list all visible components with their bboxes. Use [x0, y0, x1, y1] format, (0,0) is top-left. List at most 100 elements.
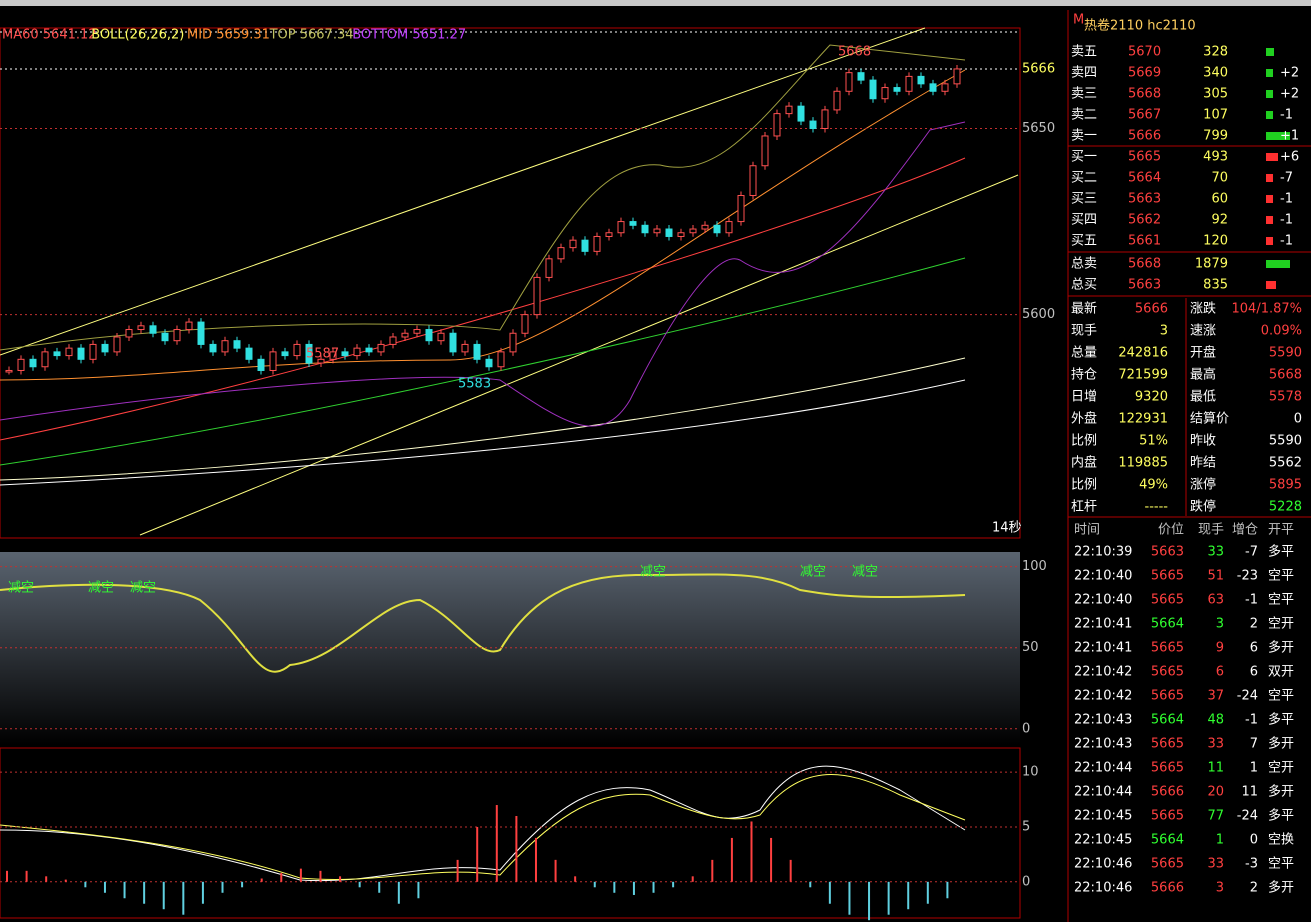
candle	[617, 221, 625, 234]
candle	[53, 351, 61, 357]
book-volume: 799	[1203, 129, 1228, 144]
hist-bar	[868, 881, 871, 921]
candle	[377, 343, 385, 353]
candle	[185, 321, 193, 331]
trade-header: 时间	[1074, 523, 1100, 538]
candle	[65, 347, 73, 357]
signal: 减空	[8, 581, 34, 596]
macd-tick: 0	[1022, 874, 1030, 889]
trade-cell: 0	[1250, 833, 1258, 848]
trade-cell: 22:10:45	[1074, 833, 1132, 848]
candle	[41, 351, 49, 368]
stat-value: 5228	[1269, 500, 1302, 515]
candle	[29, 358, 37, 368]
candle	[677, 232, 685, 237]
book-label: 买五	[1071, 234, 1097, 249]
candle	[401, 332, 409, 338]
hist-bar	[241, 881, 244, 888]
candle	[77, 347, 85, 360]
hist-bar	[672, 881, 675, 888]
hist-bar	[789, 859, 792, 882]
trade-cell: 双开	[1268, 665, 1294, 680]
candle	[509, 332, 517, 353]
trade-cell: 空平	[1268, 857, 1294, 872]
book-volume: 340	[1203, 66, 1228, 81]
macd-tick: 5	[1022, 819, 1030, 834]
candle	[5, 369, 13, 373]
book-bar	[1266, 48, 1274, 56]
stat-label: 最新	[1071, 301, 1097, 317]
trade-cell: 22:10:41	[1074, 641, 1132, 656]
trade-cell: 33	[1207, 857, 1224, 872]
candle	[149, 325, 157, 334]
book-label: 卖一	[1071, 129, 1097, 144]
hist-bar	[201, 881, 204, 904]
book-volume: 120	[1203, 234, 1228, 249]
hist-bar	[828, 881, 831, 904]
book-bar	[1266, 132, 1290, 140]
trade-cell: 5665	[1151, 761, 1184, 776]
signal: 减空	[800, 565, 826, 580]
book-bar	[1266, 237, 1273, 245]
candle	[713, 224, 721, 234]
hist-bar	[143, 881, 146, 904]
trade-cell: 22:10:46	[1074, 857, 1132, 872]
candle	[773, 113, 781, 137]
book-label: 买二	[1071, 171, 1097, 186]
hist-bar	[123, 881, 126, 899]
stat-value: 0	[1294, 412, 1302, 427]
book-price: 5667	[1128, 108, 1161, 123]
candle	[809, 120, 817, 130]
trade-cell: 22:10:40	[1074, 593, 1132, 608]
hist-bar	[574, 876, 577, 882]
legend-item: MA60 5641.12	[2, 28, 97, 43]
hist-bar	[730, 837, 733, 882]
candle	[785, 105, 793, 115]
candle	[641, 224, 649, 234]
trade-cell: 22:10:44	[1074, 785, 1132, 800]
trade-cell: 5665	[1151, 689, 1184, 704]
trade-cell: 48	[1207, 713, 1224, 728]
trade-cell: 22:10:44	[1074, 761, 1132, 776]
trade-cell: 7	[1250, 737, 1258, 752]
trade-cell: 5665	[1151, 593, 1184, 608]
candle	[653, 228, 661, 234]
signal: 减空	[852, 565, 878, 580]
trade-cell: 22:10:41	[1074, 617, 1132, 632]
candle	[905, 75, 913, 92]
stat-label: 总量	[1071, 346, 1097, 361]
candle	[953, 68, 961, 85]
hist-bar	[45, 876, 48, 882]
candle	[449, 332, 457, 353]
candle	[521, 314, 529, 334]
candle	[305, 343, 313, 364]
kdj-tick: 100	[1022, 559, 1047, 574]
stat-label: 外盘	[1071, 411, 1097, 427]
macd-tick: 10	[1022, 765, 1039, 780]
marker: M	[1073, 13, 1084, 28]
stat-value: 5668	[1269, 368, 1302, 383]
trade-cell: 空平	[1268, 569, 1294, 584]
book-change: -1	[1280, 234, 1293, 249]
hist-bar	[280, 873, 283, 882]
total-volume: 835	[1203, 278, 1228, 293]
macd-frame	[0, 747, 1021, 919]
candle	[125, 329, 133, 338]
trade-cell: 6	[1216, 665, 1224, 680]
stat-value: 5666	[1135, 302, 1168, 317]
trade-cell: 6	[1250, 641, 1258, 656]
hist-bar	[25, 870, 28, 882]
stat-label: 最低	[1190, 390, 1216, 405]
candle	[533, 276, 541, 316]
trade-cell: 22:10:46	[1074, 881, 1132, 896]
candle	[569, 239, 577, 249]
stat-label: 涨停	[1190, 477, 1216, 493]
stat-label: 速涨	[1190, 324, 1216, 339]
candle	[161, 332, 169, 342]
annotation: 5668	[838, 45, 871, 60]
hist-bar	[907, 881, 910, 910]
book-bar	[1266, 216, 1273, 224]
candle	[545, 258, 553, 278]
book-change: -7	[1280, 171, 1293, 186]
candle	[689, 228, 697, 234]
